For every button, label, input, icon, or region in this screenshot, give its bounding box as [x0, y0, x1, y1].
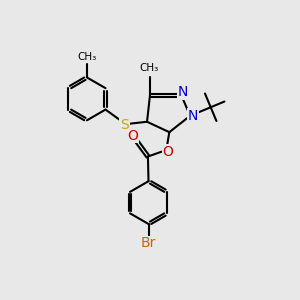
Text: O: O [162, 145, 173, 159]
Text: CH₃: CH₃ [140, 63, 159, 73]
Text: O: O [128, 129, 139, 143]
Text: S: S [120, 118, 129, 132]
Text: N: N [178, 85, 188, 99]
Text: N: N [188, 109, 198, 123]
Text: CH₃: CH₃ [77, 52, 97, 62]
Text: Br: Br [141, 236, 156, 250]
